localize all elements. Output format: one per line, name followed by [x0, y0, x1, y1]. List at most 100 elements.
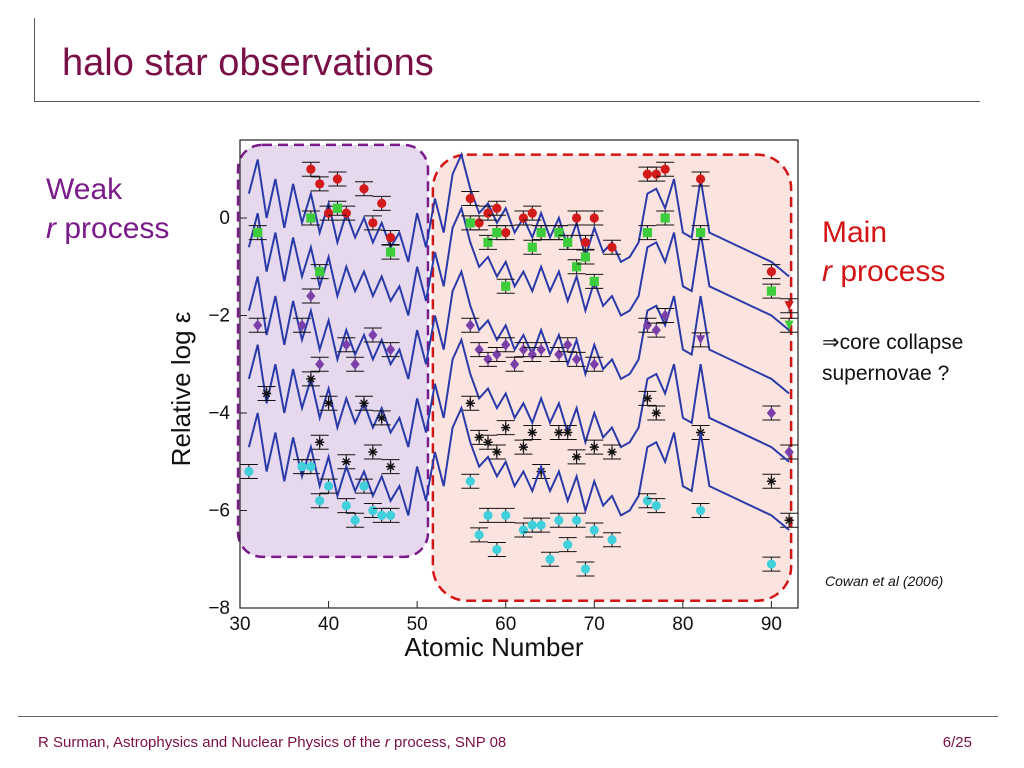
y-tick-label: −8 [208, 598, 230, 619]
footer-credit-a: R Surman, Astrophysics and Nuclear Physi… [38, 734, 385, 751]
data-point-star-1 [518, 213, 529, 223]
data-point-star-5 [492, 544, 502, 555]
note-line1: ⇒core collapse [822, 327, 963, 358]
data-point-star-4 [563, 427, 573, 438]
data-point-star-2 [492, 228, 502, 238]
data-point-star-5 [323, 481, 334, 491]
data-point-star-4 [527, 427, 537, 438]
data-point-star-1 [580, 237, 591, 247]
x-tick-label: 90 [761, 614, 782, 635]
data-point-star-4 [359, 398, 369, 408]
data-point-star-3 [509, 358, 520, 370]
data-point-star-3 [253, 319, 263, 331]
data-point-star-2 [589, 276, 599, 286]
data-point-star-5 [385, 510, 396, 520]
data-point-star-1 [483, 208, 493, 218]
data-point-star-1 [341, 208, 351, 218]
data-point-star-5 [695, 505, 706, 516]
data-point-star-1 [385, 232, 396, 243]
data-point-star-3 [563, 339, 573, 351]
footer-credit: R Surman, Astrophysics and Nuclear Physi… [38, 734, 506, 751]
data-point-star-5 [545, 554, 555, 564]
main-label-process: process [832, 255, 946, 288]
data-point-star-4 [261, 388, 272, 399]
data-point-star-5 [580, 564, 591, 574]
note-line2: supernovae ? [822, 362, 950, 385]
data-point-star-4 [518, 442, 529, 452]
data-point-star-2 [465, 218, 475, 228]
footer-credit-b: process, SNP 08 [389, 734, 507, 751]
model-curve-3 [247, 268, 790, 395]
data-point-star-1 [695, 174, 706, 184]
data-point-star-1 [359, 184, 369, 194]
data-point-star-2 [253, 228, 263, 238]
data-point-star-3 [589, 358, 599, 370]
data-point-star-2 [536, 228, 546, 238]
data-point-star-4 [589, 442, 599, 452]
data-point-star-2 [784, 301, 794, 311]
model-curve-2 [247, 205, 790, 331]
data-point-star-3 [501, 339, 511, 351]
data-point-star-5 [350, 515, 360, 525]
data-point-star-4 [536, 466, 546, 477]
data-point-star-4 [474, 432, 484, 442]
data-point-star-5 [244, 466, 254, 477]
data-point-star-5 [341, 501, 351, 511]
weak-label-line2: r process [46, 209, 169, 248]
data-point-star-3 [642, 319, 653, 331]
data-point-star-4 [377, 413, 387, 423]
x-axis-label: Atomic Number [404, 632, 583, 660]
data-point-star-1 [323, 208, 334, 218]
data-point-star-3 [492, 348, 502, 361]
title-rule-horizontal [34, 101, 980, 102]
data-point-star-5 [563, 540, 573, 550]
citation: Cowan et al (2006) [825, 573, 944, 589]
y-tick-label: −2 [208, 306, 230, 327]
data-point-star-5 [607, 535, 617, 545]
data-point-star-1 [571, 213, 582, 223]
data-point-star-5 [642, 496, 653, 506]
data-point-star-5 [571, 515, 582, 525]
data-point-star-1 [766, 267, 777, 277]
main-label-r: r [822, 255, 832, 288]
data-point-star-5 [518, 525, 529, 535]
data-point-star-4 [483, 437, 493, 447]
data-point-star-2 [580, 252, 591, 262]
data-point-star-3 [483, 353, 493, 365]
data-point-star-5 [554, 515, 564, 525]
weak-label-r: r [46, 212, 56, 245]
data-point-star-5 [536, 520, 546, 530]
title-rule-vertical [34, 18, 35, 102]
data-point-star-2 [660, 213, 670, 223]
data-point-star-5 [651, 501, 661, 511]
data-point-star-3 [660, 309, 670, 322]
data-point-star-2 [527, 242, 537, 252]
data-point-star-4 [306, 374, 316, 384]
x-tick-label: 70 [584, 614, 605, 635]
data-point-star-4 [368, 447, 378, 457]
data-point-star-4 [341, 457, 351, 467]
main-label-line1: Main [822, 216, 888, 249]
data-point-star-4 [385, 462, 396, 472]
footer-credit-r: r [384, 734, 390, 751]
model-curve-1 [247, 151, 790, 278]
data-point-star-3 [315, 358, 325, 370]
data-point-star-4 [651, 408, 661, 418]
data-point-star-3 [465, 319, 475, 331]
weak-label-line1: Weak [46, 173, 123, 206]
data-point-star-5 [297, 462, 307, 472]
data-point-star-3 [651, 324, 661, 336]
data-point-star-5 [377, 510, 387, 520]
x-tick-label: 80 [672, 614, 693, 635]
data-point-star-3 [536, 344, 546, 356]
weak-label-process: process [56, 212, 170, 245]
supernovae-note: ⇒core collapse supernovae ? [822, 327, 963, 389]
x-tick-label: 50 [407, 614, 428, 635]
data-point-star-4 [501, 423, 511, 433]
data-point-star-5 [315, 496, 325, 506]
x-tick-label: 30 [229, 614, 250, 635]
data-point-star-1 [492, 203, 502, 213]
data-point-star-2 [385, 247, 396, 257]
model-curve-4 [247, 336, 790, 463]
data-point-star-2 [571, 262, 582, 272]
